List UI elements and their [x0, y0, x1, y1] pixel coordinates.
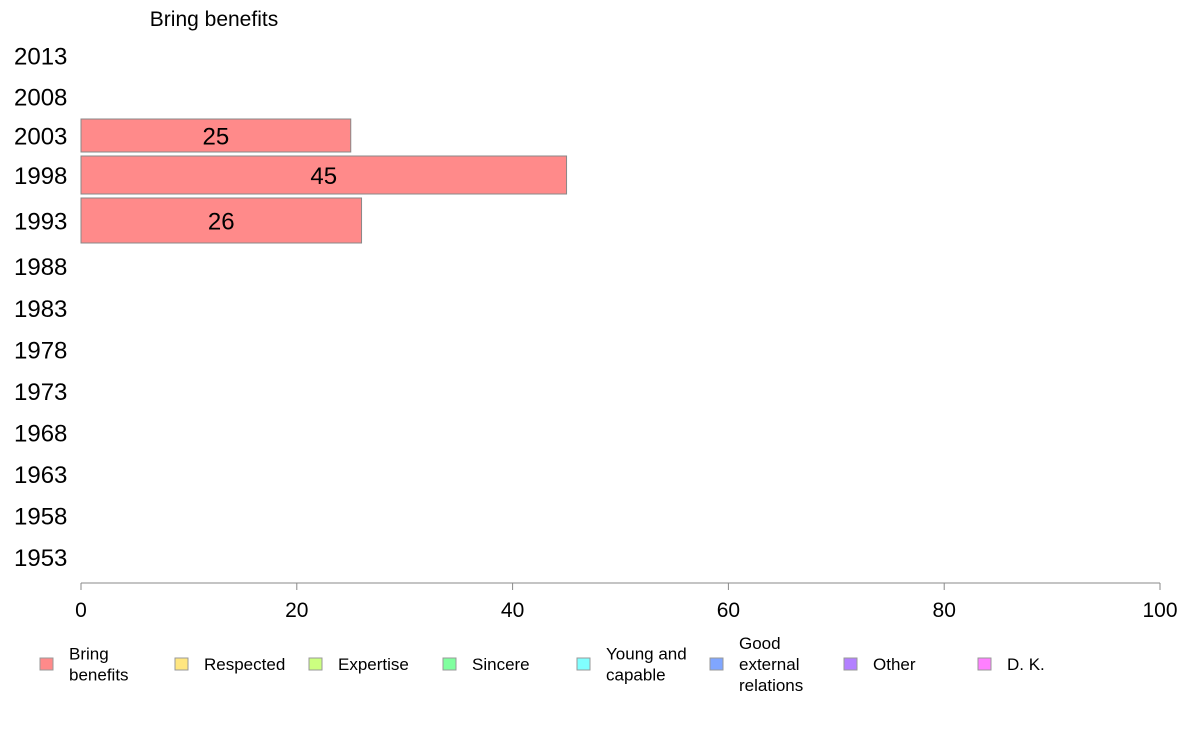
x-tick-label: 60 — [717, 599, 740, 622]
x-tick-label: 100 — [1142, 599, 1177, 622]
y-tick-label: 2013 — [14, 44, 67, 71]
y-tick-label: 1988 — [14, 254, 67, 281]
bar — [80, 155, 568, 195]
legend-label: Expertise — [338, 655, 409, 674]
y-tick-label: 1968 — [14, 421, 67, 448]
legend-label: Respected — [204, 655, 285, 674]
legend-swatch — [576, 657, 591, 671]
y-tick-label: 2008 — [14, 85, 67, 112]
bar — [80, 118, 352, 153]
legend-label: D. K. — [1007, 655, 1045, 674]
legend-swatch — [977, 657, 992, 671]
x-tick-label: 20 — [285, 599, 308, 622]
y-tick-label: 1958 — [14, 504, 67, 531]
y-tick-label: 1998 — [14, 163, 67, 190]
y-tick-label: 1963 — [14, 462, 67, 489]
legend-label: Young and capable — [606, 645, 687, 685]
y-tick-label: 2003 — [14, 124, 67, 151]
legend-swatch — [709, 657, 724, 671]
y-tick-label: 1973 — [14, 379, 67, 406]
chart-title: Bring benefits — [150, 8, 278, 31]
legend-label: Good external relations — [739, 634, 803, 695]
legend-swatch — [442, 657, 457, 671]
y-tick-label: 1993 — [14, 209, 67, 236]
y-tick-label: 1978 — [14, 338, 67, 365]
x-tick-label: 40 — [501, 599, 524, 622]
x-tick-label: 0 — [75, 599, 87, 622]
legend-label: Bring benefits — [69, 645, 129, 685]
legend-swatch — [39, 657, 54, 671]
legend-swatch — [308, 657, 323, 671]
y-tick-label: 1983 — [14, 296, 67, 323]
legend-swatch — [843, 657, 858, 671]
bar — [80, 197, 363, 244]
legend-label: Sincere — [472, 655, 530, 674]
legend-swatch — [174, 657, 189, 671]
legend-label: Other — [873, 655, 916, 674]
bar-value-label: 45 — [310, 163, 337, 190]
y-tick-label: 1953 — [14, 545, 67, 572]
bar-value-label: 26 — [208, 209, 235, 236]
bar-value-label: 25 — [203, 124, 230, 151]
x-tick-label: 80 — [933, 599, 956, 622]
